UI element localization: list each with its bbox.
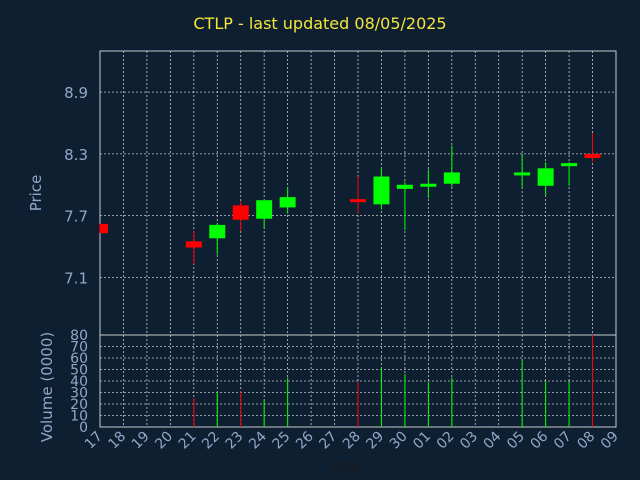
x-tick-label: 24 [246,428,270,452]
x-axis-title: Day [333,457,363,475]
x-tick-label: 06 [528,428,552,452]
volume-tick-label: 20 [70,397,88,413]
candle-body [185,241,202,248]
volume-tick-label: 50 [70,363,88,379]
x-tick-label: 28 [340,429,364,453]
candle-body [279,197,296,208]
volume-tick-label: 60 [70,351,88,367]
candle-body [232,205,249,220]
x-tick-label: 05 [504,429,528,453]
candle-body [514,172,531,176]
price-axis-title: Price [27,175,45,212]
x-tick-label: 03 [457,429,481,453]
candle-body [100,223,108,234]
volume-tick-label: 70 [70,340,88,356]
price-tick-label: 8.9 [64,84,88,102]
candle-body [209,224,226,239]
x-tick-label: 07 [551,429,575,453]
volume-tick-label: 10 [70,409,88,425]
x-tick-label: 29 [363,429,387,453]
price-tick-label: 7.7 [64,208,88,226]
volume-tick-label: 30 [70,386,88,402]
volume-tick-label: 40 [70,374,88,390]
volume-tick-label: 80 [70,328,88,344]
volume-tick-label: 0 [79,420,88,436]
price-tick-label: 7.1 [64,269,88,287]
candle-body [584,153,601,159]
candle-body [561,163,578,167]
x-tick-label: 19 [129,429,153,453]
volume-axis-title: Volume (0000) [38,332,56,442]
candle-body [420,183,437,187]
x-tick-label: 20 [152,429,176,453]
candle-body [443,172,460,184]
candle-body [350,199,366,203]
x-tick-label: 04 [481,428,505,452]
x-tick-label: 30 [387,429,411,453]
candle-body [373,176,390,205]
x-tick-label: 18 [105,429,129,453]
x-tick-label: 26 [293,428,317,452]
x-tick-label: 23 [223,429,247,453]
x-tick-label: 21 [176,429,200,453]
candle-body [537,168,554,186]
candle-body [396,184,413,189]
x-tick-label: 25 [270,429,294,453]
price-tick-label: 8.3 [64,146,88,164]
x-tick-label: 27 [316,429,340,453]
chart-title: CTLP - last updated 08/05/2025 [193,14,447,33]
candle-body [256,200,273,219]
x-tick-label: 01 [410,429,434,453]
x-tick-label: 22 [199,429,223,453]
x-tick-label: 08 [574,429,598,453]
x-tick-label: 02 [434,429,458,453]
x-tick-label: 09 [598,429,622,453]
